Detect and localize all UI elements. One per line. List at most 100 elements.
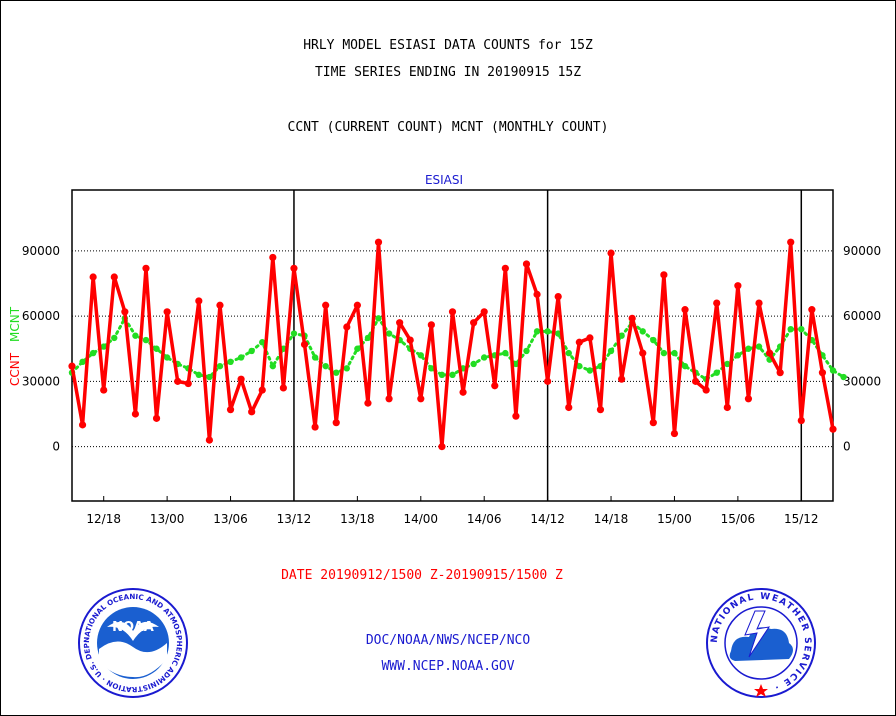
- ccnt-point-69: [797, 416, 805, 425]
- x-tick-label-21: 13/12: [277, 512, 312, 526]
- ccnt-point-46: [554, 292, 562, 301]
- mcnt-point-49: [586, 367, 594, 374]
- ccnt-point-13: [205, 436, 214, 444]
- ccnt-point-35: [438, 443, 446, 451]
- noaa-logo: NATIONAL OCEANIC AND ATMOSPHERIC ADMINIS…: [77, 587, 188, 698]
- ccnt-point-48: [575, 338, 583, 346]
- ccnt-point-28: [364, 399, 372, 407]
- ccnt-point-20: [279, 384, 287, 392]
- mcnt-point-41: [502, 349, 509, 357]
- x-tick-label-57: 15/00: [657, 512, 692, 526]
- ccnt-point-19: [269, 253, 277, 262]
- ccnt-point-22: [300, 340, 309, 349]
- series-ccnt: [68, 238, 837, 451]
- y-tick-label-left-90000: 90000: [22, 244, 60, 258]
- mcnt-point-23: [311, 354, 319, 361]
- mcnt-point-45: [544, 328, 551, 335]
- ccnt-point-44: [533, 290, 541, 298]
- ccnt-point-24: [322, 301, 330, 309]
- mcnt-point-64: [745, 345, 752, 352]
- ccnt-point-7: [142, 264, 150, 272]
- ccnt-point-27: [353, 301, 361, 309]
- mcnt-point-42: [512, 360, 520, 368]
- mcnt-point-30: [385, 330, 393, 337]
- ccnt-point-25: [332, 419, 340, 427]
- y-tick-label-left-30000: 30000: [22, 374, 60, 388]
- ccnt-point-12: [195, 297, 203, 305]
- ccnt-point-23: [311, 423, 319, 431]
- x-tick-label-63: 15/06: [721, 512, 756, 526]
- ccnt-point-3: [100, 386, 108, 394]
- ccnt-point-52: [618, 375, 626, 383]
- mcnt-point-15: [227, 358, 234, 366]
- mcnt-point-73: [840, 373, 847, 381]
- ccnt-point-32: [406, 336, 414, 344]
- ccnt-point-70: [808, 306, 816, 314]
- ccnt-point-49: [586, 334, 594, 342]
- mcnt-point-43: [523, 347, 530, 355]
- chart-title-line-2: TIME SERIES ENDING IN 20190915 15Z: [314, 65, 582, 80]
- ccnt-point-71: [818, 369, 827, 377]
- mcnt-point-69: [798, 325, 805, 333]
- ccnt-point-0: [68, 362, 76, 370]
- x-tick-label-9: 13/00: [150, 512, 185, 526]
- horizontal-gridlines: [72, 250, 833, 448]
- mcnt-point-52: [618, 332, 625, 339]
- ccnt-point-10: [174, 377, 182, 385]
- y-tick-label-right-90000: 90000: [843, 244, 881, 258]
- mcnt-point-8: [153, 345, 160, 352]
- ccnt-point-9: [163, 308, 171, 316]
- ccnt-point-66: [765, 349, 774, 357]
- mcnt-point-12: [195, 371, 203, 379]
- mcnt-point-7: [142, 336, 150, 344]
- mcnt-point-58: [681, 362, 689, 370]
- mcnt-point-25: [333, 369, 340, 376]
- mcnt-point-68: [787, 325, 794, 333]
- ccnt-point-26: [343, 323, 351, 331]
- ccnt-point-34: [427, 321, 435, 329]
- mcnt-point-72: [829, 367, 837, 374]
- mcnt-point-24: [322, 362, 329, 370]
- y-tick-label-left-0: 0: [52, 440, 60, 454]
- y-axis-label-mcnt: MCNT: [8, 306, 22, 342]
- ccnt-point-59: [691, 377, 700, 385]
- ccnt-point-1: [78, 421, 87, 429]
- y-tick-label-right-30000: 30000: [843, 374, 881, 388]
- nws-logo: NATIONAL WEATHER SERVICE ·: [706, 588, 816, 698]
- mcnt-point-13: [206, 373, 213, 381]
- ccnt-point-11: [184, 379, 192, 388]
- mcnt-point-62: [724, 360, 731, 368]
- x-axis: 12/18 13/00 13/06 13/12 13/18 14/00 14/06 14/12…: [86, 496, 819, 526]
- mcnt-point-2: [89, 349, 97, 357]
- y-axis-right: 0 30000 60000 90000: [843, 244, 881, 454]
- series-mcnt: [68, 315, 847, 383]
- day-boundary-lines: [293, 190, 803, 501]
- mcnt-point-48: [576, 362, 583, 370]
- ccnt-point-30: [385, 395, 393, 403]
- mcnt-point-19: [269, 362, 277, 370]
- mcnt-point-36: [449, 371, 456, 379]
- x-axis-date-label: DATE 20190912/1500 Z-20190915/1500 Z: [281, 568, 563, 583]
- ccnt-point-15: [226, 406, 235, 414]
- noaa-badge-text: NOAA: [112, 620, 154, 635]
- ccnt-point-4: [110, 273, 118, 281]
- ccnt-point-72: [829, 425, 837, 433]
- y-axis-left: 0 30000 60000 90000: [22, 244, 60, 454]
- ccnt-point-45: [544, 377, 552, 385]
- ccnt-point-42: [512, 412, 520, 420]
- y-tick-label-right-0: 0: [843, 440, 851, 454]
- ccnt-point-18: [258, 386, 266, 394]
- mcnt-point-26: [343, 365, 351, 372]
- mcnt-point-46: [554, 330, 562, 337]
- x-tick-label-33: 14/00: [403, 512, 438, 526]
- footer-website-link[interactable]: WWW.NCEP.NOAA.GOV: [381, 659, 515, 674]
- y-tick-label-right-60000: 60000: [843, 309, 881, 323]
- ccnt-point-53: [628, 314, 636, 322]
- mcnt-point-16: [237, 354, 245, 361]
- ccnt-point-51: [607, 249, 615, 257]
- x-tick-label-3: 12/18: [86, 512, 121, 526]
- footer-org-path: DOC/NOAA/NWS/NCEP/NCO: [365, 633, 531, 648]
- ccnt-point-40: [491, 382, 499, 390]
- x-tick-label-69: 15/12: [784, 512, 819, 526]
- mcnt-point-54: [639, 328, 646, 335]
